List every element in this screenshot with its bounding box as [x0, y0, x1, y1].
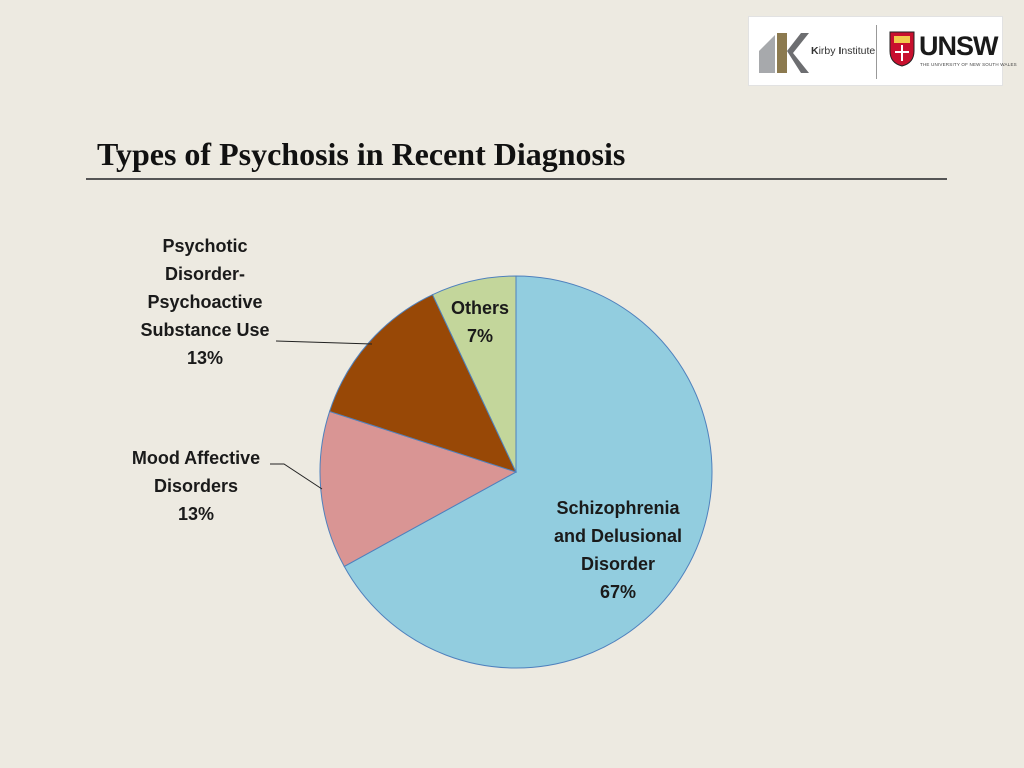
kirby-institute-logo-icon [759, 33, 809, 73]
pie-label-line: Psychotic [162, 236, 248, 256]
pie-label-line: Disorders [153, 476, 239, 496]
pie-label-value: 13% [186, 348, 224, 368]
unsw-subtitle: THE UNIVERSITY OF NEW SOUTH WALES [920, 62, 1017, 67]
pie-label-line: Schizophrenia [556, 498, 680, 518]
pie-label-2: Psychotic Disorder- Psychoactive Substance … [105, 232, 305, 372]
pie-slice-1 [319, 410, 518, 568]
pie-label-value: 7% [466, 326, 493, 346]
pie-label-line: Mood Affective [131, 448, 261, 468]
pie-label-0: Schizophrenia and Delusional Disorder 67% [518, 494, 718, 606]
slide-title: Types of Psychosis in Recent Diagnosis [97, 136, 626, 172]
logo-banner: Kirby Institute UNSW THE UNIVERSITY OF N… [748, 16, 1017, 86]
logo-divider [876, 25, 877, 79]
pie-label-value: 13% [177, 504, 215, 524]
pie-label-line: Psychoactive [147, 292, 263, 312]
pie-label-line: and Delusional [553, 526, 683, 546]
unsw-wordmark: UNSW [919, 31, 998, 61]
pie-slice-0 [343, 275, 713, 669]
pie-label-line: Substance Use [140, 320, 270, 340]
pie-slice-3 [431, 275, 517, 473]
leader-line-1 [270, 463, 323, 490]
pie-label-line: Others [450, 298, 510, 318]
pie-label-line: Disorder- [164, 264, 245, 284]
pie-label-3: Others 7% [380, 294, 580, 350]
leader-line-2 [275, 340, 373, 345]
pie-label-line: Disorder [580, 554, 656, 574]
pie-slice-2 [328, 293, 517, 473]
pie-label-value: 67% [599, 582, 637, 602]
title-underline [86, 178, 947, 180]
kirby-institute-wordmark: Kirby Institute [811, 45, 876, 57]
pie-label-1: Mood Affective Disorders 13% [96, 444, 296, 528]
unsw-crest-icon [889, 31, 915, 67]
